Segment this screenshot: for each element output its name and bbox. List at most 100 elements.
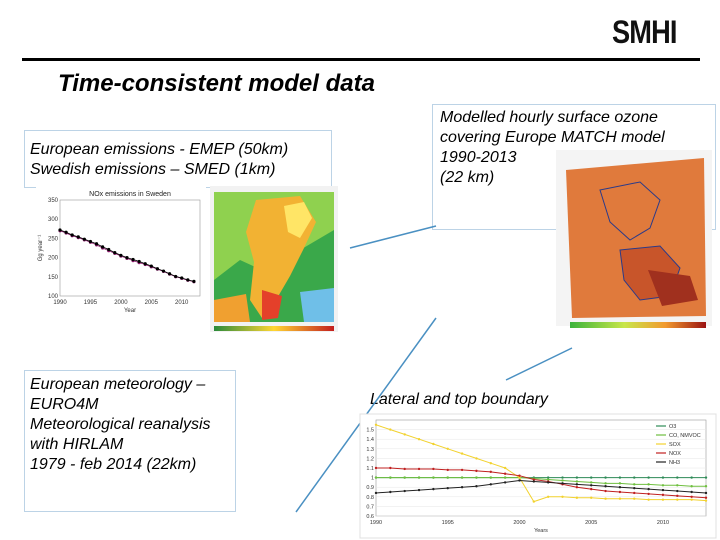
- data-point: [186, 278, 190, 282]
- y-tick-label: 0.8: [366, 495, 374, 501]
- data-point: [446, 468, 449, 472]
- data-point: [446, 447, 449, 450]
- data-point: [475, 457, 478, 460]
- data-point: [661, 488, 665, 492]
- y-tick-label: 150: [48, 275, 59, 281]
- smhi-logo: SMHI: [612, 14, 677, 50]
- x-tick-label: 2000: [114, 300, 128, 306]
- data-point: [503, 476, 507, 479]
- data-point: [618, 476, 622, 479]
- data-point: [389, 428, 392, 431]
- data-point: [403, 433, 406, 436]
- data-point: [590, 481, 593, 484]
- y-tick-label: 1.5: [366, 428, 374, 434]
- data-point: [374, 466, 378, 470]
- data-point: [561, 495, 564, 498]
- sweden-emission-map: [210, 186, 338, 332]
- data-point: [561, 482, 564, 485]
- data-point: [417, 476, 421, 479]
- data-point: [518, 474, 521, 477]
- data-point: [119, 253, 123, 257]
- ozone-europe-map: [556, 150, 712, 328]
- data-point: [676, 489, 679, 493]
- connector-line: [505, 347, 573, 381]
- meteorology-caption-box: [24, 370, 236, 512]
- data-point: [604, 497, 607, 500]
- data-point: [143, 262, 147, 266]
- y-tick-label: 0.9: [366, 485, 374, 491]
- data-point: [532, 500, 536, 503]
- legend-entry: NOX: [669, 451, 681, 457]
- data-point: [155, 267, 159, 271]
- data-point: [690, 485, 693, 488]
- data-point: [503, 466, 507, 470]
- x-axis-label: Year: [124, 308, 136, 314]
- connector-line: [349, 225, 437, 249]
- x-tick-label: 2010: [175, 300, 189, 306]
- data-point: [374, 423, 378, 426]
- data-point: [661, 476, 665, 479]
- data-point: [618, 482, 622, 485]
- legend-entry: NH3: [669, 460, 680, 466]
- data-point: [113, 251, 117, 255]
- data-point: [647, 483, 650, 486]
- data-point: [590, 484, 593, 487]
- data-point: [374, 491, 378, 495]
- data-point: [661, 493, 665, 497]
- data-point: [546, 476, 550, 479]
- emissions-caption-line: European emissions - EMEP (50km): [30, 141, 289, 158]
- x-tick-label: 2005: [145, 300, 159, 306]
- data-point: [532, 480, 536, 483]
- nox-chart-panel: NOx emissions in Sweden 1990 1995 2000 2005 2…: [36, 186, 206, 316]
- data-point: [590, 487, 593, 491]
- data-point: [446, 476, 449, 479]
- nox-chart: NOx emissions in Sweden 1990 1995 2000 2005 2…: [38, 191, 201, 314]
- meteorology-caption-line: EURO4M: [30, 396, 99, 413]
- y-tick-label: 350: [48, 198, 59, 204]
- data-point: [647, 492, 650, 496]
- data-point: [82, 237, 86, 241]
- data-point: [374, 476, 378, 479]
- data-point: [633, 483, 636, 486]
- data-point: [403, 489, 406, 493]
- y-tick-label: 1.3: [366, 447, 374, 453]
- y-axis-label: Gg year⁻¹: [38, 235, 44, 262]
- meteorology-caption-line: with HIRLAM: [30, 436, 124, 453]
- data-point: [546, 481, 550, 484]
- data-point: [561, 476, 564, 479]
- data-point: [161, 269, 166, 273]
- data-point: [633, 491, 636, 495]
- boundary-chart-panel: 1990 1995 2000 2005 2010 1.5 1.4 1.3 1.2 1.1 1 0.9 0…: [359, 413, 717, 539]
- data-point: [389, 476, 392, 479]
- plot-frame: [59, 199, 201, 297]
- data-point: [518, 476, 521, 479]
- data-point: [676, 498, 679, 501]
- data-point: [389, 466, 392, 470]
- data-point: [690, 498, 693, 501]
- data-point: [532, 478, 536, 481]
- data-point: [460, 468, 464, 472]
- data-point: [633, 486, 636, 490]
- data-point: [704, 485, 708, 488]
- data-point: [575, 476, 579, 479]
- data-point: [180, 276, 184, 280]
- data-point: [604, 482, 607, 485]
- data-point: [460, 486, 464, 489]
- series-line: [376, 477, 706, 487]
- legend-entry: CO, NMVOC: [669, 433, 701, 439]
- data-point: [489, 476, 492, 479]
- y-tick-label: 200: [48, 256, 59, 262]
- data-point: [590, 496, 593, 499]
- data-point: [167, 272, 172, 276]
- data-point: [575, 480, 579, 483]
- data-point: [149, 264, 153, 268]
- boundary-chart: 1990 1995 2000 2005 2010 1.5 1.4 1.3 1.2 1.1 1 0.9 0…: [366, 419, 708, 534]
- data-point: [107, 247, 111, 252]
- data-point: [633, 497, 636, 500]
- meteorology-caption: European meteorology – EURO4M Meteorolog…: [30, 375, 211, 475]
- data-point: [604, 485, 607, 488]
- y-tick-label: 1.2: [366, 456, 374, 462]
- data-point: [389, 490, 392, 494]
- data-point: [432, 467, 435, 471]
- x-tick-label: 1990: [53, 300, 67, 306]
